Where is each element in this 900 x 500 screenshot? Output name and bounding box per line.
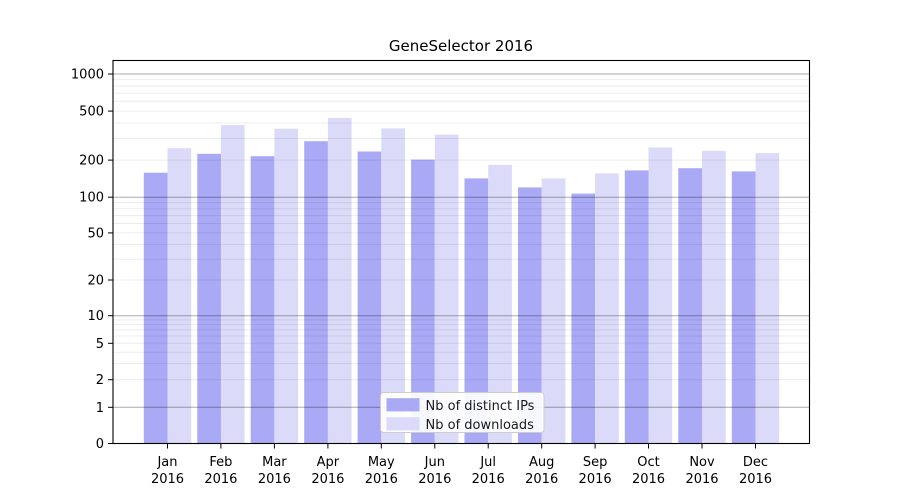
- x-tick-label-year: 2016: [525, 472, 558, 487]
- bar-dec-downloads: [755, 153, 780, 444]
- bar-feb-downloads: [220, 125, 245, 444]
- bar-jan-ips: [143, 172, 168, 444]
- bar-mar-downloads: [274, 128, 299, 444]
- bar-may-ips: [357, 151, 382, 444]
- x-tick-label-month: Apr: [317, 455, 340, 470]
- bar-jun-ips: [411, 159, 435, 444]
- y-tick-label: 0: [96, 437, 104, 452]
- y-tick-label: 1000: [71, 68, 104, 83]
- bar-aug-ips: [518, 187, 542, 444]
- bar-may-downloads: [381, 128, 405, 444]
- x-tick-label-year: 2016: [739, 472, 772, 487]
- x-tick-label-year: 2016: [311, 472, 344, 487]
- x-tick-label-year: 2016: [579, 472, 612, 487]
- legend-swatch-downloads: [386, 417, 420, 431]
- bars-layer: [143, 117, 780, 444]
- y-tick-label: 2: [96, 373, 104, 388]
- bar-nov-ips: [678, 168, 702, 444]
- minor-gridlines-layer: [113, 79, 810, 381]
- bar-oct-downloads: [648, 147, 673, 444]
- bar-mar-ips: [250, 156, 275, 444]
- x-tick-label-month: Mar: [262, 455, 287, 470]
- legend-label-downloads: Nb of downloads: [426, 418, 535, 433]
- y-tick-label: 10: [87, 309, 104, 324]
- legend-label-distinct-ips: Nb of distinct IPs: [426, 399, 535, 414]
- y-tick-label: 100: [79, 191, 104, 206]
- x-tick-label-year: 2016: [685, 472, 718, 487]
- y-tick-label: 1: [96, 401, 104, 416]
- chart-title: GeneSelector 2016: [389, 37, 533, 55]
- y-tick-label: 20: [87, 274, 104, 289]
- bar-sep-downloads: [595, 173, 619, 444]
- legend: Nb of distinct IPs Nb of downloads: [380, 392, 545, 433]
- x-tick-label-month: May: [368, 455, 395, 470]
- x-tick-label-year: 2016: [418, 472, 451, 487]
- x-tick-label-month: Jun: [424, 455, 445, 470]
- x-tick-label-year: 2016: [258, 472, 291, 487]
- plot-frame: [112, 59, 811, 445]
- bar-feb-ips: [197, 153, 221, 444]
- bar-jun-downloads: [434, 134, 459, 444]
- x-tick-label-month: Oct: [637, 455, 659, 470]
- x-tick-label-month: Dec: [743, 455, 768, 470]
- x-tick-label-month: Aug: [529, 455, 554, 470]
- y-tick-label: 5: [96, 337, 104, 352]
- bar-oct-ips: [624, 170, 649, 444]
- bar-jul-ips: [464, 178, 489, 444]
- legend-swatch-distinct-ips: [386, 398, 420, 412]
- x-tick-label-month: Jul: [479, 455, 496, 470]
- x-tick-label-year: 2016: [365, 472, 398, 487]
- x-tick-label-year: 2016: [204, 472, 237, 487]
- x-tick-label-month: Jan: [156, 455, 177, 470]
- bar-nov-downloads: [702, 150, 726, 444]
- x-tick-label-month: Nov: [689, 455, 715, 470]
- bar-aug-downloads: [541, 178, 566, 444]
- x-tick-label-year: 2016: [632, 472, 665, 487]
- bar-apr-downloads: [327, 117, 352, 444]
- y-tick-label: 50: [87, 226, 104, 241]
- bar-apr-ips: [304, 141, 328, 444]
- y-tick-label: 500: [79, 105, 104, 120]
- bar-jan-downloads: [167, 148, 192, 444]
- x-tick-label-month: Sep: [583, 455, 608, 470]
- x-axis-ticks: Jan 2016 Feb 2016 Mar 2016 Apr 2016 May 2016 Jun 20…: [151, 443, 772, 487]
- bar-sep-ips: [571, 193, 596, 444]
- y-axis-ticks: 0 1 2 5 10 20 50 100 200 500 1000: [71, 68, 113, 452]
- y-tick-label: 200: [79, 154, 104, 169]
- bar-dec-ips: [731, 171, 756, 444]
- x-tick-label-year: 2016: [472, 472, 505, 487]
- bar-jul-downloads: [488, 164, 512, 444]
- x-tick-label-month: Feb: [209, 455, 232, 470]
- x-tick-label-year: 2016: [151, 472, 184, 487]
- legend-box: [380, 392, 545, 433]
